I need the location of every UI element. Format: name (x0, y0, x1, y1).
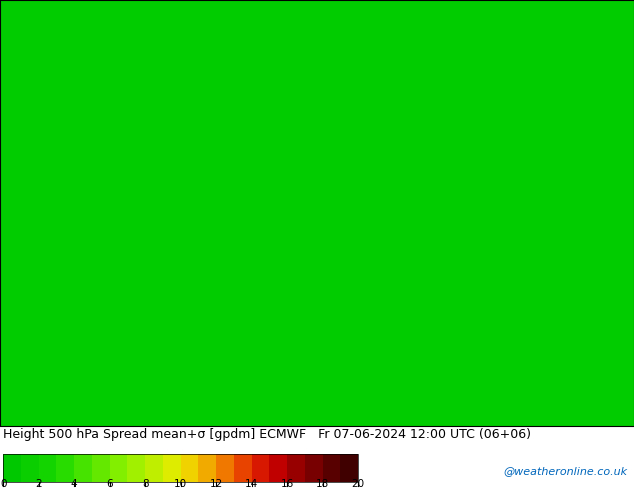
FancyBboxPatch shape (145, 454, 163, 482)
FancyBboxPatch shape (181, 454, 198, 482)
Text: Height 500 hPa Spread mean+σ [gpdm] ECMWF   Fr 07-06-2024 12:00 UTC (06+06): Height 500 hPa Spread mean+σ [gpdm] ECMW… (3, 428, 531, 441)
Text: 16: 16 (281, 479, 294, 489)
Text: 0: 0 (0, 479, 6, 489)
Text: 8: 8 (142, 479, 148, 489)
FancyBboxPatch shape (305, 454, 323, 482)
Text: @weatheronline.co.uk: @weatheronline.co.uk (503, 466, 628, 476)
FancyBboxPatch shape (92, 454, 110, 482)
FancyBboxPatch shape (198, 454, 216, 482)
FancyBboxPatch shape (163, 454, 181, 482)
FancyBboxPatch shape (340, 454, 358, 482)
FancyBboxPatch shape (56, 454, 74, 482)
Text: 18: 18 (316, 479, 329, 489)
Text: 20: 20 (352, 479, 365, 489)
FancyBboxPatch shape (39, 454, 56, 482)
Text: 12: 12 (210, 479, 223, 489)
Text: 14: 14 (245, 479, 258, 489)
FancyBboxPatch shape (127, 454, 145, 482)
FancyBboxPatch shape (323, 454, 340, 482)
FancyBboxPatch shape (110, 454, 127, 482)
FancyBboxPatch shape (3, 454, 21, 482)
FancyBboxPatch shape (21, 454, 39, 482)
FancyBboxPatch shape (216, 454, 234, 482)
Text: 6: 6 (107, 479, 113, 489)
FancyBboxPatch shape (234, 454, 252, 482)
FancyBboxPatch shape (252, 454, 269, 482)
FancyBboxPatch shape (269, 454, 287, 482)
Text: 10: 10 (174, 479, 187, 489)
FancyBboxPatch shape (74, 454, 92, 482)
FancyBboxPatch shape (287, 454, 305, 482)
Text: 4: 4 (71, 479, 77, 489)
Text: 2: 2 (36, 479, 42, 489)
